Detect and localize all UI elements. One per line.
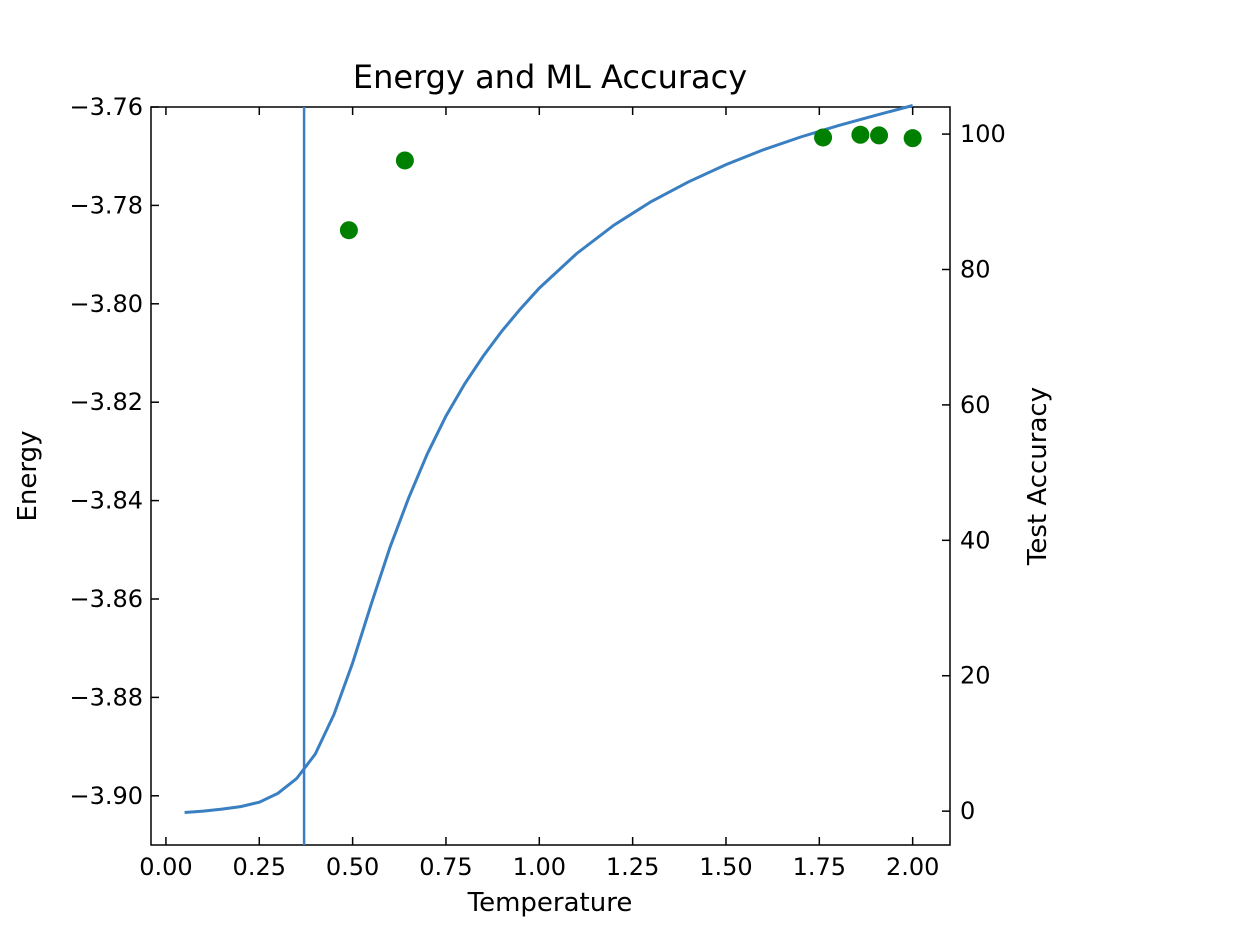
accuracy-point bbox=[851, 125, 870, 144]
chart-title: Energy and ML Accuracy bbox=[353, 58, 747, 96]
accuracy-point bbox=[339, 221, 358, 240]
y-tick-label: −3.86 bbox=[69, 585, 143, 613]
x-tick-label: 1.75 bbox=[793, 853, 846, 881]
x-tick-label: 0.75 bbox=[419, 853, 472, 881]
accuracy-point bbox=[903, 129, 922, 148]
y-tick-label: −3.80 bbox=[69, 290, 143, 318]
y2-tick-label: 80 bbox=[960, 255, 991, 283]
accuracy-point bbox=[870, 126, 889, 145]
y-tick-label: −3.84 bbox=[69, 487, 143, 515]
x-tick-label: 1.25 bbox=[606, 853, 659, 881]
x-tick-label: 0.50 bbox=[326, 853, 379, 881]
y2-tick-label: 0 bbox=[960, 797, 975, 825]
y2-tick-label: 20 bbox=[960, 662, 991, 690]
x-tick-label: 1.00 bbox=[513, 853, 566, 881]
y-tick-label: −3.90 bbox=[69, 782, 143, 810]
energy-line bbox=[184, 104, 914, 814]
y-axis-label: Energy bbox=[13, 430, 43, 521]
y-tick-label: −3.82 bbox=[69, 388, 143, 416]
x-tick-label: 1.50 bbox=[699, 853, 752, 881]
x-tick-label: 2.00 bbox=[886, 853, 939, 881]
y-tick-label: −3.88 bbox=[69, 683, 143, 711]
y-tick-label: −3.76 bbox=[69, 93, 143, 121]
plot-area-frame bbox=[150, 106, 951, 846]
y2-tick-label: 60 bbox=[960, 391, 991, 419]
y2-axis-label: Test Accuracy bbox=[1023, 387, 1053, 566]
accuracy-point bbox=[395, 151, 414, 170]
x-axis-label: Temperature bbox=[467, 888, 633, 918]
accuracy-point bbox=[814, 128, 833, 147]
x-tick-label: 0.00 bbox=[139, 853, 192, 881]
y-tick-label: −3.78 bbox=[69, 191, 143, 219]
x-tick-label: 0.25 bbox=[233, 853, 286, 881]
y2-tick-label: 40 bbox=[960, 526, 991, 554]
y2-tick-label: 100 bbox=[960, 120, 1006, 148]
